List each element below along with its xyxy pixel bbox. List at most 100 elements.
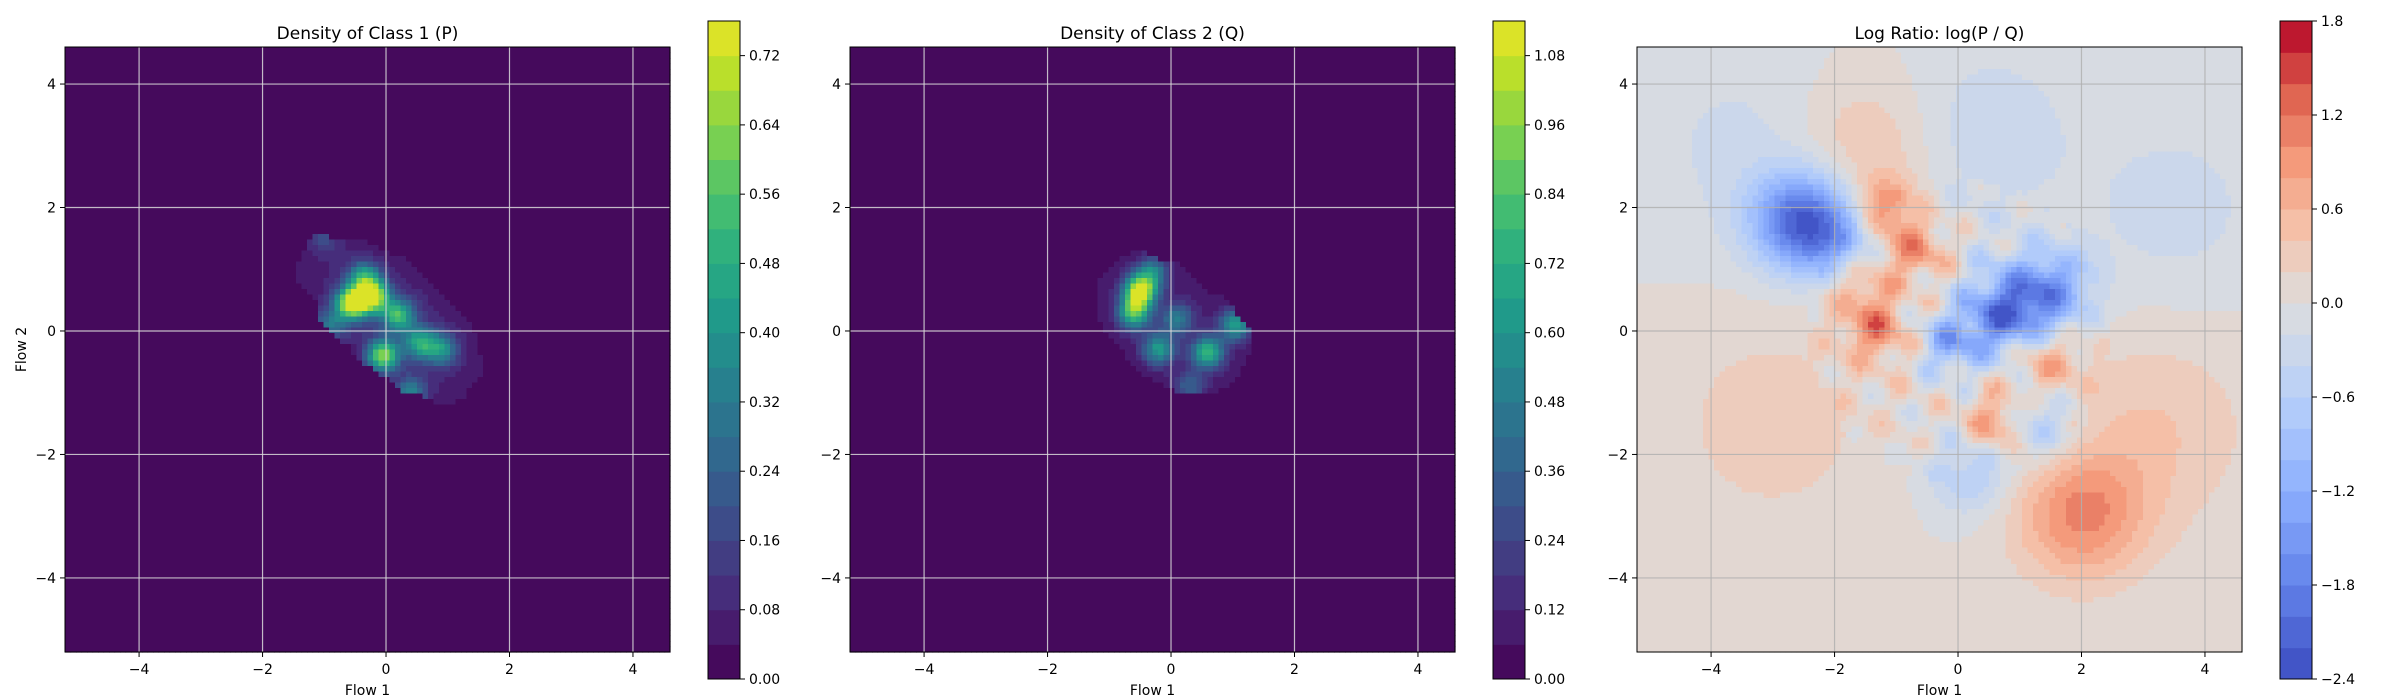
heatmap-cell — [186, 267, 192, 273]
heatmap-cell — [225, 471, 231, 477]
heatmap-cell — [164, 223, 170, 229]
heatmap-cell — [225, 443, 231, 449]
heatmap-cell — [93, 559, 99, 565]
heatmap-cell — [247, 366, 253, 372]
heatmap-cell — [241, 47, 247, 53]
heatmap-cell — [120, 251, 126, 257]
heatmap-cell — [225, 636, 231, 642]
heatmap-cell — [142, 619, 148, 625]
heatmap-cell — [175, 432, 181, 438]
heatmap-cell — [203, 53, 209, 59]
heatmap-cell — [131, 256, 137, 262]
heatmap-cell — [148, 262, 154, 268]
heatmap-cell — [219, 361, 225, 367]
heatmap-cell — [225, 383, 231, 389]
heatmap-cell — [120, 174, 126, 180]
heatmap-cell — [104, 641, 110, 647]
heatmap-cell — [104, 300, 110, 306]
heatmap-cell — [164, 234, 170, 240]
heatmap-cell — [104, 245, 110, 251]
heatmap-cell — [219, 487, 225, 493]
heatmap-cell — [153, 520, 159, 526]
heatmap-cell — [214, 625, 220, 631]
heatmap-cell — [65, 427, 71, 433]
heatmap-cell — [131, 146, 137, 152]
heatmap-cell — [252, 388, 258, 394]
heatmap-cell — [175, 97, 181, 103]
heatmap-cell — [148, 47, 154, 53]
heatmap-cell — [131, 350, 137, 356]
heatmap-cell — [76, 196, 82, 202]
heatmap-cell — [175, 218, 181, 224]
heatmap-cell — [82, 141, 88, 147]
heatmap-cell — [230, 608, 236, 614]
heatmap-cell — [153, 245, 159, 251]
heatmap-cell — [93, 135, 99, 141]
heatmap-cell — [252, 306, 258, 312]
heatmap-cell — [159, 185, 165, 191]
heatmap-cell — [71, 460, 77, 466]
heatmap-cell — [247, 383, 253, 389]
heatmap-cell — [225, 581, 231, 587]
heatmap-cell — [214, 124, 220, 130]
heatmap-cell — [225, 421, 231, 427]
heatmap-cell — [71, 597, 77, 603]
heatmap-cell — [230, 141, 236, 147]
heatmap-cell — [192, 603, 198, 609]
heatmap-cell — [109, 465, 115, 471]
heatmap-cell — [98, 267, 104, 273]
heatmap-cell — [208, 322, 214, 328]
heatmap-cell — [241, 146, 247, 152]
heatmap-cell — [208, 168, 214, 174]
heatmap-cell — [82, 273, 88, 279]
heatmap-cell — [186, 603, 192, 609]
heatmap-cell — [76, 636, 82, 642]
heatmap-cell — [115, 64, 121, 70]
heatmap-cell — [236, 636, 242, 642]
heatmap-cell — [126, 196, 132, 202]
heatmap-cell — [214, 394, 220, 400]
heatmap-cell — [109, 361, 115, 367]
heatmap-cell — [76, 592, 82, 598]
heatmap-cell — [109, 295, 115, 301]
heatmap-cell — [142, 69, 148, 75]
heatmap-cell — [214, 212, 220, 218]
heatmap-cell — [71, 295, 77, 301]
heatmap-cell — [87, 460, 93, 466]
heatmap-cell — [65, 289, 71, 295]
heatmap-cell — [252, 130, 258, 136]
heatmap-cell — [115, 201, 121, 207]
heatmap-cell — [87, 372, 93, 378]
heatmap-cell — [109, 212, 115, 218]
heatmap-cell — [98, 443, 104, 449]
heatmap-cell — [192, 581, 198, 587]
heatmap-cell — [142, 553, 148, 559]
heatmap-cell — [230, 251, 236, 257]
heatmap-cell — [131, 388, 137, 394]
heatmap-cell — [170, 465, 176, 471]
heatmap-cell — [236, 229, 242, 235]
heatmap-cell — [93, 350, 99, 356]
heatmap-cell — [126, 559, 132, 565]
heatmap-cell — [65, 97, 71, 103]
heatmap-cell — [76, 102, 82, 108]
heatmap-cell — [170, 322, 176, 328]
heatmap-cell — [148, 432, 154, 438]
heatmap-cell — [71, 322, 77, 328]
heatmap-cell — [153, 542, 159, 548]
heatmap-cell — [170, 531, 176, 537]
heatmap-cell — [131, 432, 137, 438]
heatmap-cell — [192, 636, 198, 642]
heatmap-cell — [109, 47, 115, 53]
heatmap-cell — [208, 64, 214, 70]
heatmap-cell — [214, 421, 220, 427]
heatmap-cell — [65, 306, 71, 312]
heatmap-cell — [247, 256, 253, 262]
heatmap-cell — [192, 427, 198, 433]
heatmap-cell — [230, 586, 236, 592]
heatmap-cell — [71, 339, 77, 345]
heatmap-cell — [214, 311, 220, 317]
heatmap-cell — [148, 603, 154, 609]
heatmap-cell — [142, 526, 148, 532]
heatmap-cell — [93, 355, 99, 361]
